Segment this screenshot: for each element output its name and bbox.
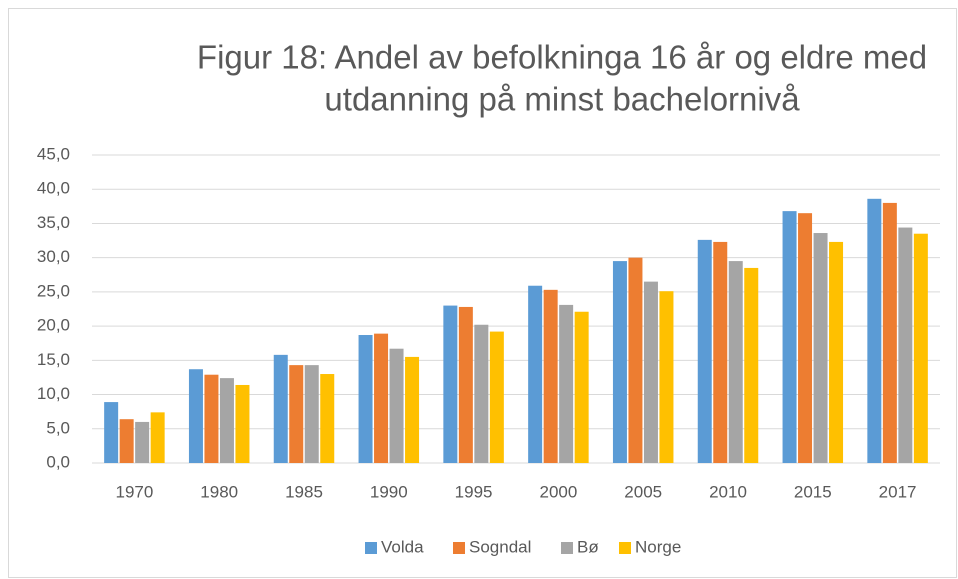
bar xyxy=(728,261,743,463)
bar xyxy=(697,239,712,463)
x-tick-label: 2010 xyxy=(709,482,747,501)
bar xyxy=(559,304,574,463)
bar xyxy=(528,285,543,463)
bar xyxy=(659,291,674,463)
x-tick-label: 2015 xyxy=(794,482,832,501)
y-tick-label: 20,0 xyxy=(37,316,70,335)
bar xyxy=(813,233,828,463)
bar xyxy=(713,241,728,463)
bar xyxy=(289,365,304,463)
bar xyxy=(273,354,288,463)
bar xyxy=(135,421,150,463)
bar xyxy=(913,233,928,463)
bar xyxy=(104,402,119,463)
y-tick-label: 10,0 xyxy=(37,384,70,403)
bar xyxy=(867,198,882,463)
x-tick-label: 2005 xyxy=(624,482,662,501)
bar xyxy=(443,305,458,463)
y-tick-label: 25,0 xyxy=(37,281,70,300)
bar xyxy=(782,211,797,463)
y-tick-label: 30,0 xyxy=(37,247,70,266)
bar xyxy=(574,311,589,463)
bar xyxy=(474,324,489,463)
legend-swatch xyxy=(453,542,465,554)
bar xyxy=(612,261,627,463)
legend-swatch xyxy=(619,542,631,554)
bar xyxy=(882,202,897,463)
bar xyxy=(219,378,234,463)
legend-swatch xyxy=(561,542,573,554)
bar xyxy=(405,356,420,463)
bar xyxy=(543,289,558,463)
bar xyxy=(235,384,250,463)
x-tick-label: 1995 xyxy=(455,482,493,501)
bar xyxy=(358,335,373,463)
bar xyxy=(628,257,643,463)
legend-label: Norge xyxy=(635,537,681,556)
x-tick-label: 2017 xyxy=(879,482,917,501)
bar xyxy=(489,331,504,463)
bar xyxy=(829,241,844,463)
bar xyxy=(898,227,913,463)
legend-label: Volda xyxy=(381,537,424,556)
bar xyxy=(204,374,219,463)
y-tick-label: 15,0 xyxy=(37,350,70,369)
y-tick-label: 5,0 xyxy=(46,418,70,437)
chart-title: Figur 18: Andel av befolkninga 16 år og … xyxy=(197,39,927,76)
x-tick-label: 1980 xyxy=(200,482,238,501)
bar xyxy=(320,374,335,463)
bar xyxy=(188,369,203,463)
y-tick-label: 40,0 xyxy=(37,179,70,198)
x-tick-label: 1970 xyxy=(115,482,153,501)
y-tick-label: 45,0 xyxy=(37,144,70,163)
bar xyxy=(119,419,134,463)
x-tick-label: 1985 xyxy=(285,482,323,501)
bar xyxy=(304,365,319,463)
bar xyxy=(374,333,389,463)
legend-swatch xyxy=(365,542,377,554)
y-tick-label: 35,0 xyxy=(37,213,70,232)
bar xyxy=(643,281,658,463)
bar xyxy=(389,348,404,463)
x-tick-label: 1990 xyxy=(370,482,408,501)
bar xyxy=(458,306,473,463)
y-tick-label: 0,0 xyxy=(46,452,70,471)
bar xyxy=(798,213,813,463)
legend-label: Sogndal xyxy=(469,537,531,556)
chart-title: utdanning på minst bachelornivå xyxy=(324,81,800,118)
bar xyxy=(744,267,759,463)
x-tick-label: 2000 xyxy=(539,482,577,501)
legend-label: Bø xyxy=(577,537,599,556)
bar xyxy=(150,412,165,463)
